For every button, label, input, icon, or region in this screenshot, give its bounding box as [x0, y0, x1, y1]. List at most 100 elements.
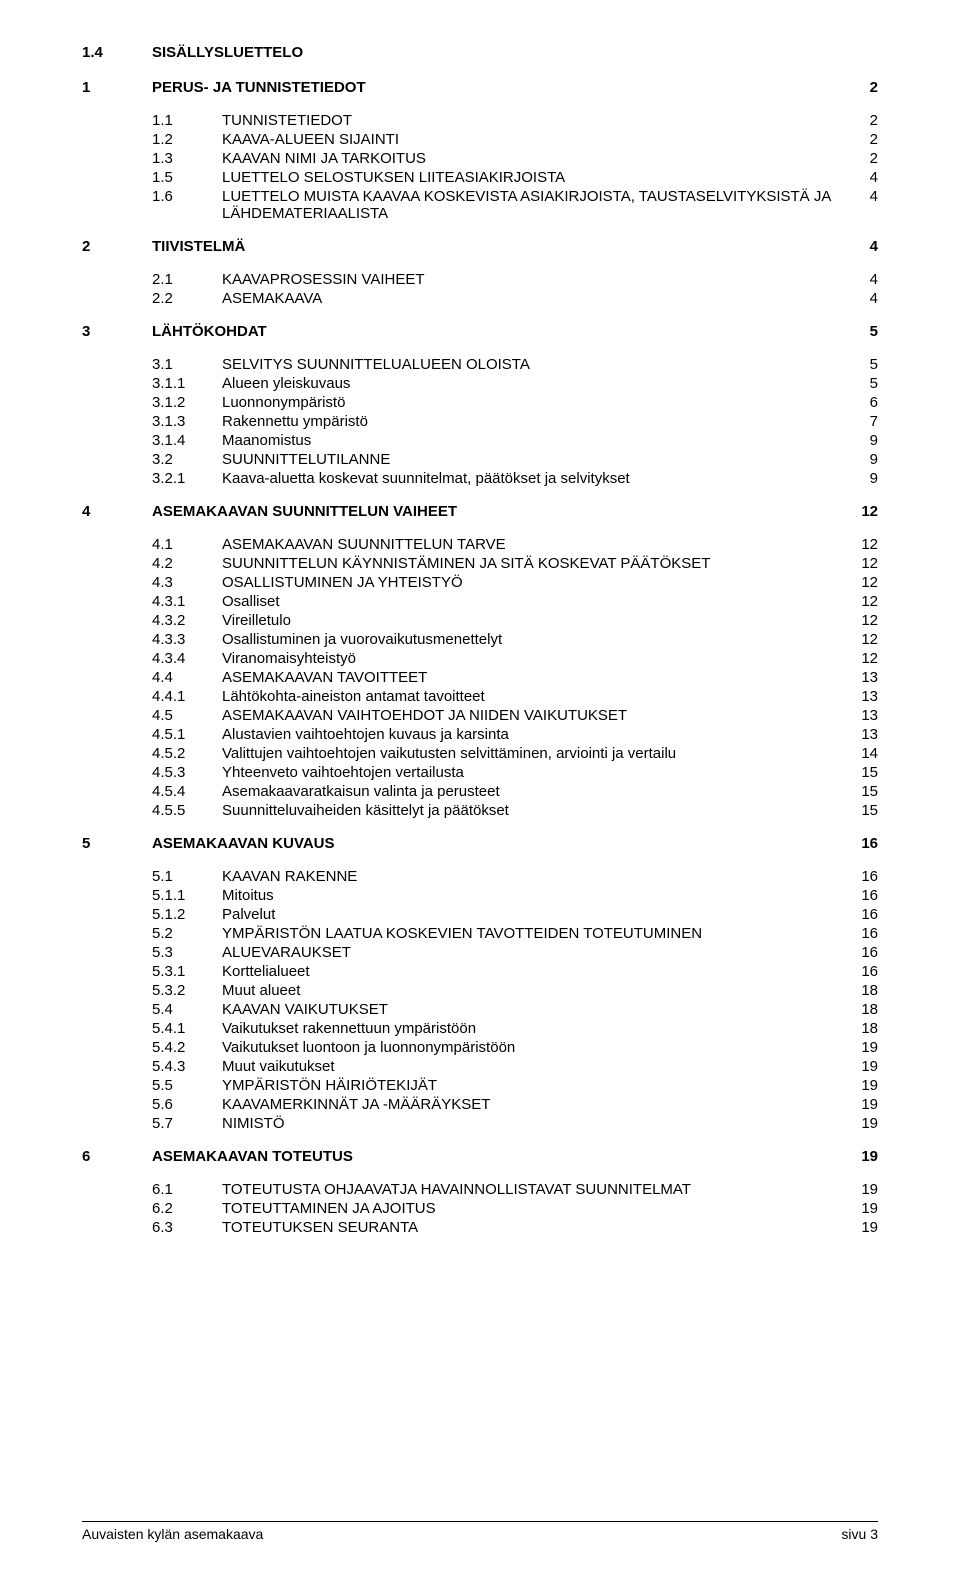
toc-row-label: YMPÄRISTÖN HÄIRIÖTEKIJÄT [222, 1077, 838, 1094]
toc-section-number: 3 [82, 323, 152, 340]
toc-row-page: 6 [838, 394, 878, 411]
toc-row: 4.3.3Osallistuminen ja vuorovaikutusmene… [82, 631, 878, 648]
toc-row-number: 1.2 [152, 131, 222, 148]
toc-section-page: 5 [838, 323, 878, 340]
toc-section-number: 6 [82, 1148, 152, 1165]
toc-row-page: 19 [838, 1181, 878, 1198]
toc-row-number: 4.5.1 [152, 726, 222, 743]
toc-row-number: 5.4.1 [152, 1020, 222, 1037]
toc-row: 4.4.1Lähtökohta-aineiston antamat tavoit… [82, 688, 878, 705]
toc-row-number: 4.2 [152, 555, 222, 572]
toc-row-number: 4.3.3 [152, 631, 222, 648]
toc-row-number: 5.3.2 [152, 982, 222, 999]
toc-section-label: ASEMAKAAVAN KUVAUS [152, 835, 838, 852]
toc-row-page: 13 [838, 707, 878, 724]
toc-section-page: 12 [838, 503, 878, 520]
toc-row-number: 5.6 [152, 1096, 222, 1113]
toc-section: 1PERUS- JA TUNNISTETIEDOT2 [82, 79, 878, 96]
toc-row-label: Viranomaisyhteistyö [222, 650, 838, 667]
toc-row-number: 4.5.5 [152, 802, 222, 819]
toc-row-page: 4 [838, 271, 878, 288]
toc-row: 5.1.1Mitoitus16 [82, 887, 878, 904]
toc-row-number: 5.3.1 [152, 963, 222, 980]
toc-row-number: 1.3 [152, 150, 222, 167]
toc-row-page: 16 [838, 906, 878, 923]
toc-row: 4.3.1Osalliset12 [82, 593, 878, 610]
toc-row-page: 2 [838, 112, 878, 129]
toc-row-label: Lähtökohta-aineiston antamat tavoitteet [222, 688, 838, 705]
toc-row-page: 2 [838, 150, 878, 167]
toc-row-page: 19 [838, 1200, 878, 1217]
toc-row-number: 5.1 [152, 868, 222, 885]
toc-row: 5.4.2Vaikutukset luontoon ja luonnonympä… [82, 1039, 878, 1056]
toc-row-page: 12 [838, 631, 878, 648]
toc-section: 5ASEMAKAAVAN KUVAUS16 [82, 835, 878, 852]
toc-section-label: ASEMAKAAVAN TOTEUTUS [152, 1148, 838, 1165]
toc-row-number: 4.3.1 [152, 593, 222, 610]
toc-row: 5.3.1Korttelialueet16 [82, 963, 878, 980]
toc-section-number: 1 [82, 79, 152, 96]
toc-row: 2.1KAAVAPROSESSIN VAIHEET4 [82, 271, 878, 288]
toc-row: 4.5.2Valittujen vaihtoehtojen vaikutuste… [82, 745, 878, 762]
toc-row: 2.2ASEMAKAAVA4 [82, 290, 878, 307]
toc-row-number: 3.1.4 [152, 432, 222, 449]
toc-row-number: 5.1.2 [152, 906, 222, 923]
toc-row-number: 4.5.2 [152, 745, 222, 762]
toc-row-label: Valittujen vaihtoehtojen vaikutusten sel… [222, 745, 838, 762]
toc-section-page: 19 [838, 1148, 878, 1165]
toc-row-page: 19 [838, 1096, 878, 1113]
toc-row-label: Luonnonympäristö [222, 394, 838, 411]
toc-row: 5.1.2Palvelut16 [82, 906, 878, 923]
toc-section-page: 2 [838, 79, 878, 96]
toc-row: 4.5.5Suunnitteluvaiheiden käsittelyt ja … [82, 802, 878, 819]
toc-row-page: 9 [838, 432, 878, 449]
toc-row-number: 4.5.4 [152, 783, 222, 800]
toc-row-page: 12 [838, 593, 878, 610]
toc-row-label: SUUNNITTELUTILANNE [222, 451, 838, 468]
toc-row: 3.1.2Luonnonympäristö6 [82, 394, 878, 411]
toc-row-label: Kaava-aluetta koskevat suunnitelmat, pää… [222, 470, 838, 487]
toc-row: 5.5YMPÄRISTÖN HÄIRIÖTEKIJÄT19 [82, 1077, 878, 1094]
toc-row-number: 3.1.2 [152, 394, 222, 411]
toc-row: 4.4ASEMAKAAVAN TAVOITTEET13 [82, 669, 878, 686]
toc-row-label: KAAVAN NIMI JA TARKOITUS [222, 150, 838, 167]
toc-row-label: Rakennettu ympäristö [222, 413, 838, 430]
toc-row: 4.3OSALLISTUMINEN JA YHTEISTYÖ12 [82, 574, 878, 591]
toc-section: 3LÄHTÖKOHDAT5 [82, 323, 878, 340]
toc-row-page: 12 [838, 612, 878, 629]
toc-row-page: 7 [838, 413, 878, 430]
toc-row-label: Palvelut [222, 906, 838, 923]
toc-row-page: 16 [838, 944, 878, 961]
document-page: 1.4 SISÄLLYSLUETTELO 1PERUS- JA TUNNISTE… [0, 0, 960, 1576]
toc-row: 1.1TUNNISTETIEDOT2 [82, 112, 878, 129]
toc-row: 4.5ASEMAKAAVAN VAIHTOEHDOT JA NIIDEN VAI… [82, 707, 878, 724]
toc-row-label: Muut vaikutukset [222, 1058, 838, 1075]
toc-row: 6.1TOTEUTUSTA OHJAAVATJA HAVAINNOLLISTAV… [82, 1181, 878, 1198]
toc-row-label: SUUNNITTELUN KÄYNNISTÄMINEN JA SITÄ KOSK… [222, 555, 838, 572]
toc-row: 4.3.4Viranomaisyhteistyö12 [82, 650, 878, 667]
toc-row-page: 4 [838, 188, 878, 222]
toc-row-label: Maanomistus [222, 432, 838, 449]
toc-row-label: ASEMAKAAVA [222, 290, 838, 307]
toc-row-label: Vaikutukset rakennettuun ympäristöön [222, 1020, 838, 1037]
toc-row-page: 13 [838, 688, 878, 705]
toc-row-page: 12 [838, 574, 878, 591]
toc-row-page: 18 [838, 1001, 878, 1018]
toc-row-label: ASEMAKAAVAN SUUNNITTELUN TARVE [222, 536, 838, 553]
toc-row-label: TUNNISTETIEDOT [222, 112, 838, 129]
toc-row: 5.2YMPÄRISTÖN LAATUA KOSKEVIEN TAVOTTEID… [82, 925, 878, 942]
toc-row-page: 14 [838, 745, 878, 762]
toc-row-number: 5.4.3 [152, 1058, 222, 1075]
toc-row-page: 18 [838, 1020, 878, 1037]
toc-row-number: 5.3 [152, 944, 222, 961]
toc-row-label: YMPÄRISTÖN LAATUA KOSKEVIEN TAVOTTEIDEN … [222, 925, 838, 942]
toc-row: 4.5.3Yhteenveto vaihtoehtojen vertailust… [82, 764, 878, 781]
toc-row: 5.4.3Muut vaikutukset19 [82, 1058, 878, 1075]
toc-row: 5.3ALUEVARAUKSET16 [82, 944, 878, 961]
toc-row-label: Osallistuminen ja vuorovaikutusmenettely… [222, 631, 838, 648]
toc-row-number: 1.6 [152, 188, 222, 222]
page-footer: Auvaisten kylän asemakaava sivu 3 [82, 1521, 878, 1542]
toc-row-number: 6.2 [152, 1200, 222, 1217]
toc-row-label: ALUEVARAUKSET [222, 944, 838, 961]
toc-row-label: Suunnitteluvaiheiden käsittelyt ja päätö… [222, 802, 838, 819]
